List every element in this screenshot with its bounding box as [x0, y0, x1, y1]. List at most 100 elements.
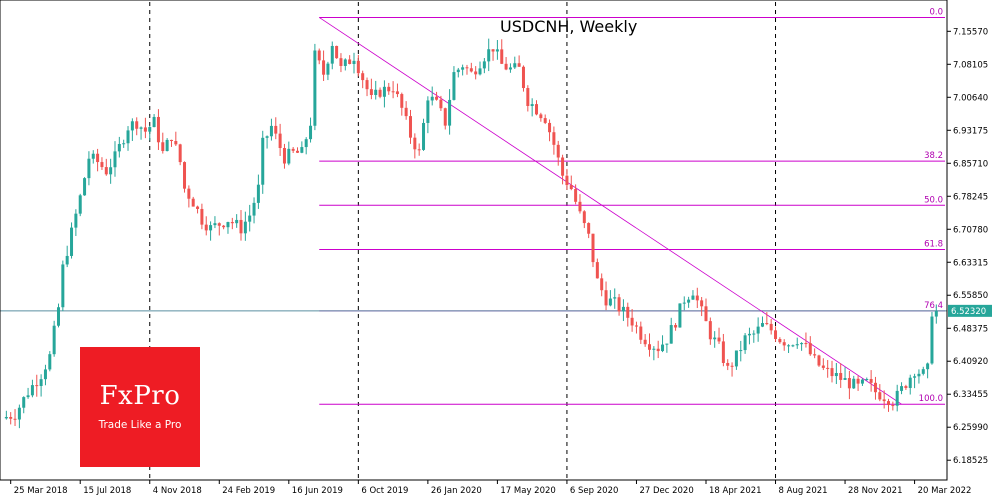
- x-tick-label: 8 Aug 2021: [779, 486, 828, 496]
- x-tick-label: 6 Oct 2019: [361, 486, 408, 496]
- candle-body: [230, 222, 234, 224]
- candle-body: [304, 139, 308, 148]
- candle-body: [183, 162, 187, 189]
- candle-body: [343, 59, 347, 66]
- candle-body: [13, 418, 17, 420]
- candle-body: [404, 107, 408, 117]
- candle-body: [839, 373, 843, 380]
- candle-body: [687, 299, 691, 303]
- candle-body: [156, 116, 160, 143]
- candle-body: [52, 325, 56, 355]
- candle-body: [30, 385, 34, 396]
- candle-body: [443, 108, 447, 126]
- candle-body: [56, 307, 60, 326]
- candle-body: [926, 363, 930, 370]
- candle-body: [439, 99, 443, 109]
- candle-body: [808, 343, 812, 355]
- candle-body: [608, 298, 612, 306]
- y-tick-label: 7.08105: [953, 60, 988, 70]
- candle-body: [456, 69, 460, 73]
- candle-body: [561, 157, 565, 176]
- x-tick-label: 28 Nov 2021: [848, 486, 902, 496]
- candle-body: [604, 290, 608, 306]
- candle-body: [248, 215, 252, 222]
- candle-body: [708, 321, 712, 340]
- candle-body: [109, 167, 113, 175]
- candle-body: [352, 60, 356, 65]
- candle-body: [769, 323, 773, 331]
- y-tick-label: 6.85710: [953, 159, 988, 169]
- candle-body: [243, 221, 247, 234]
- x-tick-label: 17 May 2020: [500, 486, 555, 496]
- y-tick-label: 6.55850: [953, 291, 988, 301]
- candle-body: [9, 416, 13, 419]
- candle-body: [504, 63, 508, 70]
- candle-body: [469, 68, 473, 72]
- candle-body: [482, 61, 486, 69]
- candle-body: [287, 148, 291, 164]
- candle-body: [869, 379, 873, 383]
- candle-body: [400, 94, 404, 108]
- y-tick-label: 6.40920: [953, 357, 988, 367]
- candle-body: [539, 114, 543, 119]
- candle-body: [448, 99, 452, 126]
- candle-body: [382, 86, 386, 97]
- candle-body: [548, 122, 552, 133]
- candle-body: [900, 386, 904, 391]
- candle-body: [196, 206, 200, 209]
- candle-body: [826, 367, 830, 369]
- candle-body: [665, 343, 669, 345]
- candle-body: [674, 325, 678, 328]
- candle-body: [374, 89, 378, 95]
- candle-body: [165, 139, 169, 152]
- y-tick-label: 7.00640: [953, 93, 988, 103]
- candle-body: [656, 348, 660, 352]
- candle-body: [552, 132, 556, 145]
- candle-body: [578, 201, 582, 212]
- x-tick-label: 4 Nov 2018: [153, 486, 202, 496]
- candle-body: [787, 345, 791, 347]
- candle-body: [43, 369, 47, 380]
- candle-body: [743, 335, 747, 351]
- candle-body: [435, 96, 439, 100]
- candle-body: [556, 144, 560, 158]
- candle-body: [309, 125, 313, 140]
- candle-body: [630, 317, 634, 326]
- candle-body: [369, 89, 373, 95]
- candle-body: [395, 91, 399, 95]
- candle-body: [174, 141, 178, 145]
- candle-body: [626, 306, 630, 318]
- fib-level-label: 100.0: [919, 394, 943, 404]
- candle-body: [695, 295, 699, 301]
- candle-body: [543, 118, 547, 123]
- candle-body: [87, 158, 91, 179]
- candle-body: [148, 127, 152, 132]
- candle-body: [821, 365, 825, 368]
- candle-body: [83, 178, 87, 196]
- candle-body: [378, 89, 382, 97]
- candle-body: [200, 208, 204, 225]
- candle-body: [934, 310, 938, 317]
- candle-body: [591, 233, 595, 263]
- candle-body: [491, 49, 495, 52]
- candle-body: [513, 63, 517, 68]
- y-tick-label: 6.48375: [953, 324, 988, 334]
- x-tick-label: 27 Dec 2020: [639, 486, 693, 496]
- candle-body: [291, 148, 295, 151]
- time-axis: 25 Mar 2018 15 Jul 2018 4 Nov 2018 24 Feb 2…: [10, 480, 971, 496]
- candle-body: [852, 378, 856, 389]
- candle-body: [48, 354, 52, 370]
- candle-body: [317, 50, 321, 61]
- candle-body: [661, 344, 665, 352]
- candle-body: [865, 379, 869, 381]
- candle-body: [517, 63, 521, 67]
- current-price-label: 6.52320: [951, 307, 986, 317]
- candle-body: [856, 378, 860, 384]
- candle-body: [747, 333, 751, 336]
- candle-body: [39, 379, 43, 386]
- candle-body: [621, 306, 625, 312]
- candle-body: [22, 397, 26, 408]
- candle-body: [813, 354, 817, 356]
- candle-body: [235, 219, 239, 224]
